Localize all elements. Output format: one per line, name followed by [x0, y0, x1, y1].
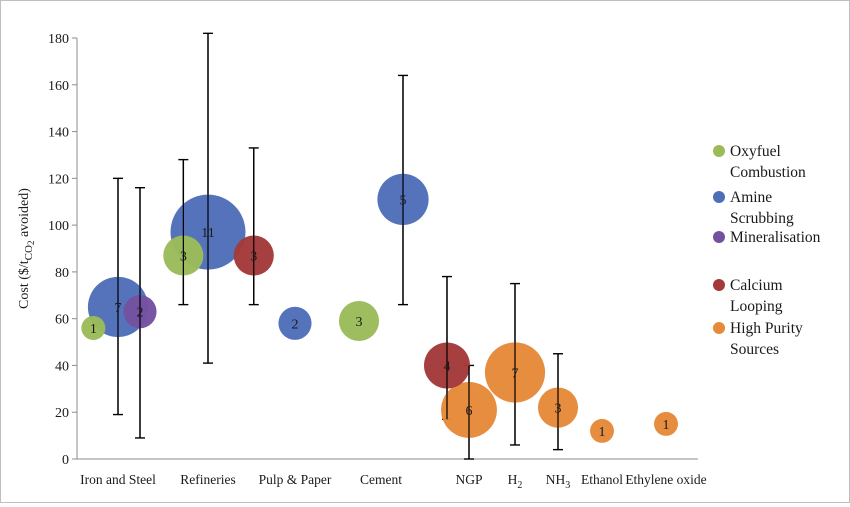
bubble-count-label: 5 [400, 193, 407, 208]
legend-label: Sources [730, 341, 779, 358]
legend-label: High Purity [730, 320, 803, 337]
y-tick-label: 100 [48, 219, 69, 234]
x-category-label: H2 [508, 472, 523, 491]
legend-label: Amine [730, 189, 772, 206]
legend-label: Looping [730, 298, 783, 315]
y-tick-label: 120 [48, 172, 69, 187]
bubble-count-label: 4 [444, 359, 451, 374]
x-category-label: Ethanol [581, 472, 623, 487]
y-tick-label: 160 [48, 79, 69, 94]
bubble-count-label: 2 [292, 317, 299, 332]
bubble-count-label: 3 [356, 315, 363, 330]
bubbles [81, 173, 678, 443]
bubble-amine [278, 306, 312, 340]
legend-label: Combustion [730, 164, 806, 181]
legend-label: Mineralisation [730, 229, 821, 246]
x-category-label: Iron and Steel [80, 472, 156, 487]
legend-label: Scrubbing [730, 210, 794, 227]
error-bars-overlay [117, 33, 559, 459]
y-tick-label: 20 [55, 406, 69, 421]
y-tick-label: 60 [55, 313, 69, 328]
y-tick-label: 0 [62, 453, 69, 468]
x-category-label: Cement [360, 472, 402, 487]
x-category-label: Pulp & Paper [259, 472, 332, 487]
legend-label: Calcium [730, 277, 783, 294]
y-axis-title: Cost ($/tCO2 avoided) [17, 188, 36, 309]
bubble-count-label: 3 [250, 250, 257, 265]
x-category-label: NH3 [546, 472, 571, 491]
bubble-oxy [81, 316, 106, 341]
bubble-count-label: 1 [663, 418, 670, 433]
bubble-count-label: 1 [599, 425, 606, 440]
x-category-label: Ethylene oxide [625, 472, 706, 487]
legend-marker-oxy [713, 145, 725, 157]
x-category-label: NGP [455, 472, 482, 487]
bubble-count-label: 2 [137, 306, 144, 321]
bubble-count-label: 6 [466, 404, 473, 419]
legend-marker-amine [713, 191, 725, 203]
bubble-oxy [338, 300, 380, 342]
legend-marker-calcium [713, 279, 725, 291]
bubble-hps [654, 411, 678, 436]
bubble-count-label: 7 [115, 301, 122, 316]
legend-marker-mineral [713, 231, 725, 243]
y-tick-label: 80 [55, 266, 69, 281]
legend-label: Oxyfuel [730, 143, 781, 160]
legend-marker-hps [713, 322, 725, 334]
x-category-label: Refineries [180, 472, 235, 487]
bubble-count-label: 3 [180, 250, 187, 265]
bubble-count-label: 3 [555, 402, 562, 417]
bubble-count-label: 7 [512, 366, 519, 381]
bubble-count-label: 11 [201, 226, 214, 241]
bubble-hps [590, 418, 614, 443]
bubble-count-label: 1 [90, 322, 97, 337]
y-tick-label: 140 [48, 126, 69, 141]
y-tick-label: 180 [48, 32, 69, 47]
legend: Oxyfuel Combustion Amine Scrubbing Mineralis… [713, 143, 821, 358]
axes: 0 20 40 60 80 100 120 140 160 180 Cost ($/tCO2 avo… [17, 32, 707, 491]
y-tick-label: 40 [55, 359, 69, 374]
